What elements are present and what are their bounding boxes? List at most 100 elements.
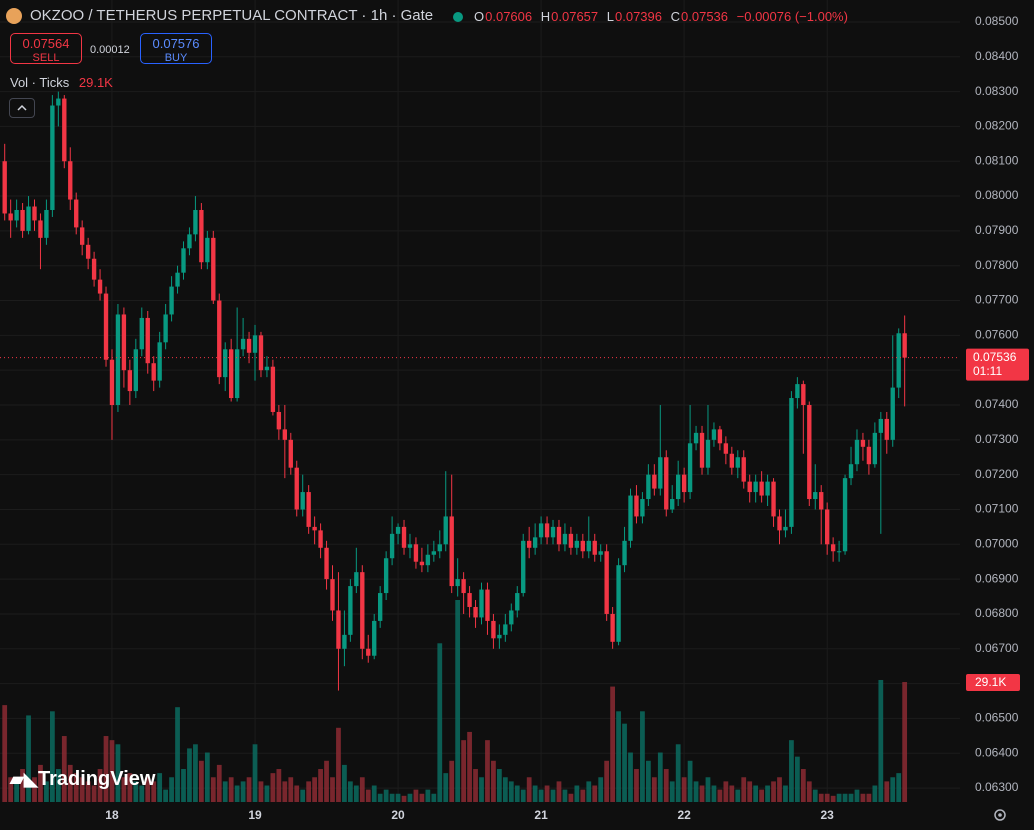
y-tick-label: 0.07800 [975,258,1019,272]
market-status-dot [453,12,463,22]
candle-body [419,561,425,566]
candle-body [562,533,568,545]
volume-bar [884,781,890,802]
volume-bar [508,781,514,802]
candle-body [223,349,228,378]
candle-body [8,213,13,221]
y-tick-label: 0.08000 [975,188,1019,202]
candle-body [199,209,204,263]
candle-body [872,432,878,465]
candle-body [753,481,758,493]
volume-bar [616,711,621,802]
volume-bar [193,744,198,802]
candle-body [26,206,31,231]
volume-bar [634,769,639,802]
volume-bar [491,760,496,802]
candle-body [175,272,180,287]
candle-body [276,411,282,430]
y-tick-label: 0.07600 [975,328,1019,342]
volume-bar [449,760,455,802]
volume-bar [276,769,282,802]
volume-tag-label: 29.1K [975,675,1006,689]
volume-bar [121,777,127,802]
volume-bar [461,740,466,802]
candle-body [759,481,764,496]
candle-body [324,547,329,580]
candle-body [866,446,872,465]
volume-bar [520,789,526,802]
candle-body [568,533,574,548]
ohlc-label: O [474,9,485,24]
candle-body [413,544,419,562]
volume-bar [133,781,139,802]
volume-bar [61,736,67,802]
candle-body [378,593,383,621]
volume-name: Vol · Ticks [10,75,70,90]
volume-bar [127,773,133,802]
volume-bar [532,785,538,802]
candle-body [598,551,603,555]
volume-bar [109,740,115,802]
candle-body [503,624,508,635]
volume-bar [646,760,651,802]
y-tick-label: 0.08200 [975,119,1019,133]
volume-bar [240,781,246,802]
volume-bar [860,793,866,802]
y-tick-label: 0.08300 [975,84,1019,98]
volume-bar [872,785,878,802]
candle-body [819,492,824,510]
volume-bar [55,769,61,802]
candle-body [282,429,287,440]
candle-body [616,565,621,642]
candle-body [163,314,168,343]
volume-bar [598,777,604,802]
y-tick-label: 0.06800 [975,606,1019,620]
candle-body [646,474,651,500]
volume-bar [562,789,568,802]
candle-body [294,467,299,510]
volume-bar [777,777,782,802]
y-tick-label: 0.07000 [975,536,1019,550]
volume-bar [300,789,306,802]
watermark: ▰◣TradingView [10,768,155,791]
grid [0,0,960,802]
x-tick-label: 21 [534,808,548,822]
volume-bar [687,760,693,802]
candle-body [246,338,252,353]
candle-body [735,457,740,468]
candle-body [44,209,49,238]
chevron [17,104,27,111]
candle-body [234,349,240,399]
ohlc-change: −0.00076 (−1.00%) [736,9,848,24]
candle-body [312,526,317,531]
candle-body [348,586,353,635]
volume-bar [854,789,860,802]
volume-bar [50,711,55,802]
volume-bar [711,785,717,802]
candle-body [97,279,103,294]
volume-bar [818,793,824,802]
candle-body [306,492,311,527]
candle-body [169,286,174,315]
volume-bar [467,731,472,802]
sell-button[interactable]: 0.07564 SELL [10,33,82,64]
candle-body [515,593,520,611]
candle-body [884,418,889,440]
collapse-button[interactable] [9,98,35,118]
candle-body [383,558,389,594]
settings-icon[interactable] [994,809,1006,821]
axes: 0.08500 0.08400 0.08300 0.08200 0.08100 0.080… [0,14,1029,822]
candle-body [157,342,162,381]
volume-bar [407,793,413,802]
candle-body [103,293,109,360]
candle-body [664,457,669,510]
buy-button[interactable]: 0.07576 BUY [140,33,212,64]
candle-body [443,516,448,545]
volume-bar [806,781,812,802]
volume-bar [556,781,562,802]
candle-body [109,359,115,406]
volume-bar [795,756,800,802]
candle-body [676,474,681,500]
last-price-tag [966,348,1029,381]
